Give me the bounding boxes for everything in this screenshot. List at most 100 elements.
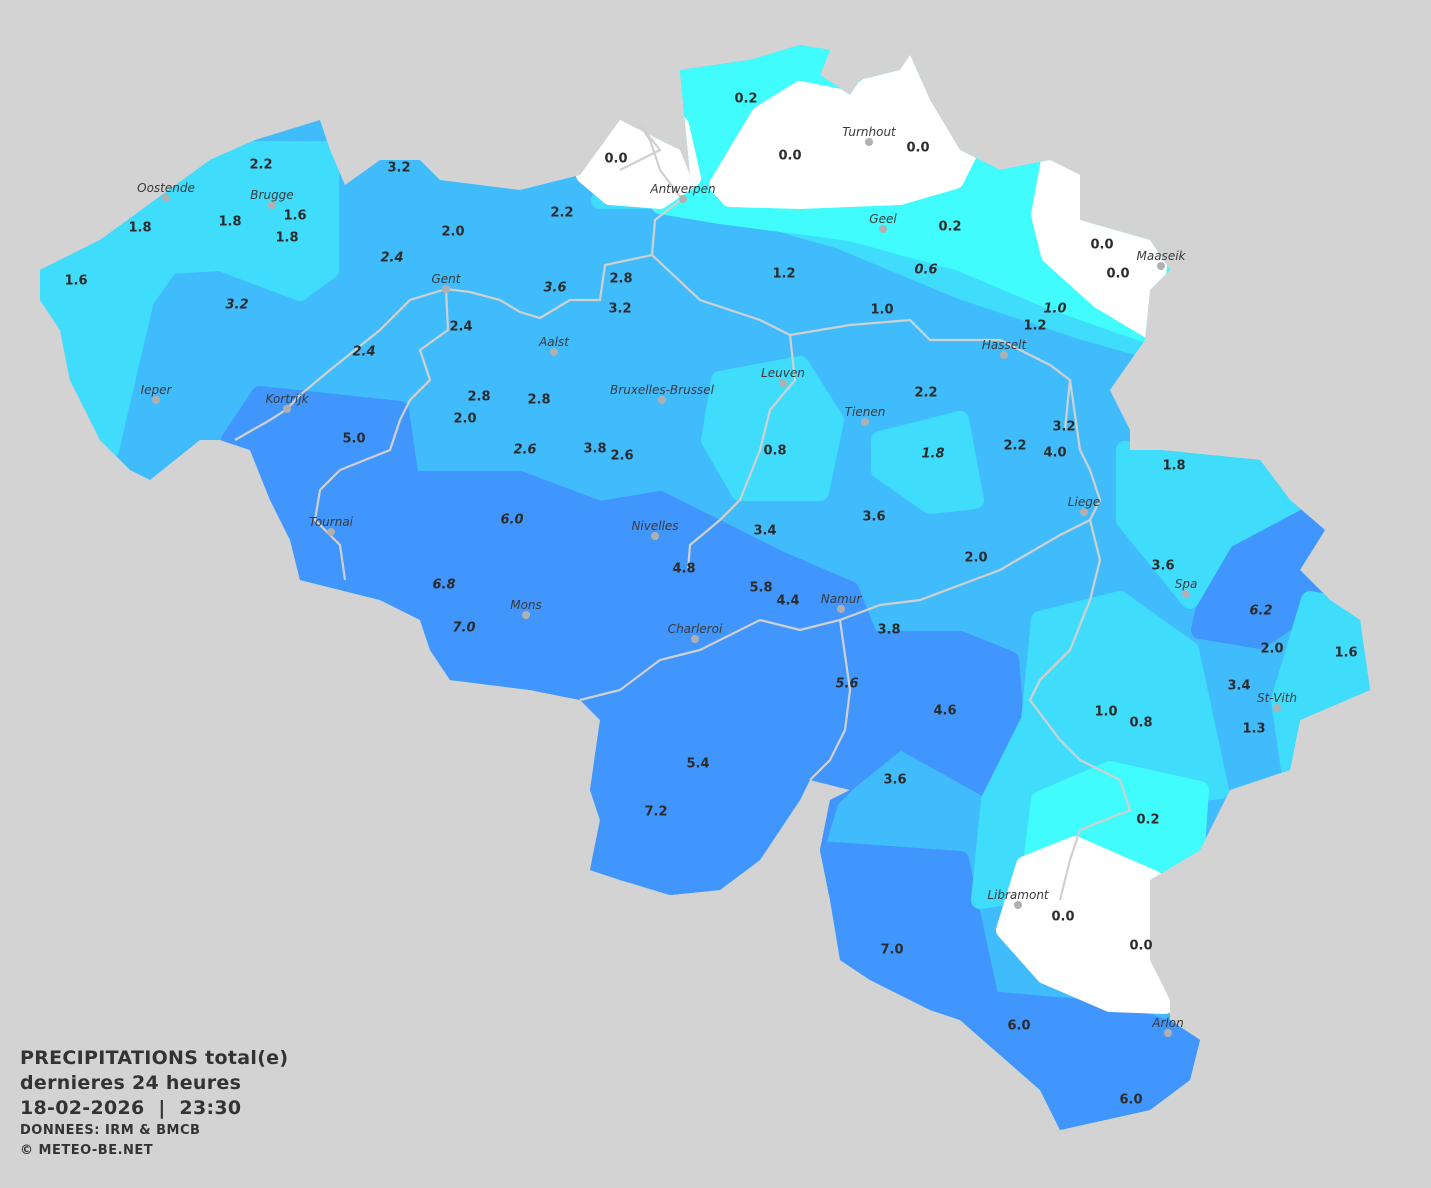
station-value: 1.3 (1242, 722, 1265, 737)
city-marker (865, 138, 873, 146)
station-value: 3.6 (543, 281, 566, 296)
city-marker (1164, 1029, 1172, 1037)
station-value: 2.6 (513, 443, 536, 458)
station-value: 2.0 (453, 412, 476, 427)
station-value: 0.0 (1106, 267, 1129, 282)
station-value: 7.0 (880, 943, 903, 958)
station-value: 1.6 (64, 274, 87, 289)
station-value: 1.8 (128, 221, 151, 236)
station-value: 2.2 (550, 206, 573, 221)
city-label: Turnhout (842, 125, 897, 139)
city-marker (879, 225, 887, 233)
cities: Oostende Brugge Antwerpen Turnhout Geel Maase… (137, 125, 1297, 1037)
map-legend: PRECIPITATIONS total(e) dernieres 24 heu… (20, 1046, 288, 1161)
city-marker (283, 405, 291, 413)
city-label: Gent (432, 272, 462, 286)
city-marker (1080, 508, 1088, 516)
station-value: 1.0 (1043, 302, 1066, 317)
city-marker (1157, 262, 1165, 270)
station-value: 5.8 (749, 581, 772, 596)
station-value: 1.6 (1334, 646, 1357, 661)
station-value: 2.2 (1003, 439, 1026, 454)
station-value: 3.2 (387, 161, 410, 176)
legend-copyright: © METEO-BE.NET (20, 1143, 154, 1158)
station-value: 0.8 (763, 444, 786, 459)
station-value: 1.8 (275, 231, 298, 246)
city-label: Brugge (250, 188, 293, 202)
city-marker (327, 528, 335, 536)
station-value: 3.4 (753, 524, 776, 539)
station-value: 0.0 (1090, 238, 1113, 253)
city-label: Geel (869, 212, 897, 226)
city-label: Tournai (309, 515, 354, 529)
city-label: Liege (1068, 495, 1100, 509)
station-value: 6.8 (432, 578, 455, 593)
station-value: 1.0 (870, 303, 893, 318)
station-value: 3.6 (1151, 559, 1174, 574)
river-demer (651, 254, 1072, 431)
zone-light-leuven (701, 356, 844, 501)
station-value: 3.2 (1052, 420, 1075, 435)
station-value: 2.8 (527, 393, 550, 408)
city-marker (861, 418, 869, 426)
city-marker (1014, 901, 1022, 909)
city-marker (162, 194, 170, 202)
station-value: 1.0 (1094, 705, 1117, 720)
river-antwerp-harbour (619, 124, 683, 200)
station-value: 1.2 (772, 267, 795, 282)
station-value: 4.8 (672, 562, 695, 577)
city-label: Hasselt (982, 338, 1028, 352)
legend-source: DONNEES: IRM & BMCB (20, 1123, 201, 1138)
city-label: Bruxelles-Brussel (610, 383, 715, 397)
station-value: 3.2 (608, 302, 631, 317)
city-label: Charleroi (668, 622, 723, 636)
station-value: 0.0 (906, 141, 929, 156)
city-marker (837, 605, 845, 613)
city-label: Arlon (1151, 1016, 1183, 1030)
station-value: 1.2 (1023, 319, 1046, 334)
station-value: 3.6 (883, 773, 906, 788)
river-meuse-south (809, 619, 852, 781)
city-label: Oostende (137, 181, 195, 195)
station-value: 6.0 (1119, 1093, 1142, 1108)
city-label: Maaseik (1137, 249, 1187, 263)
station-value: 4.6 (933, 704, 956, 719)
station-value: 2.4 (380, 251, 403, 266)
station-value: 2.0 (1260, 642, 1283, 657)
river-leie (234, 287, 447, 441)
station-value: 2.4 (449, 320, 472, 335)
city-label: Kortrijk (266, 392, 310, 406)
city-label: Leuven (761, 366, 805, 380)
station-value: 5.4 (686, 757, 709, 772)
station-values: 0.2 0.0 0.0 0.0 2.2 3.2 1.6 1.8 1.8 1.8 2.0 2.2 0.2 0… (64, 92, 1357, 1108)
city-marker (691, 635, 699, 643)
station-value: 2.6 (610, 449, 633, 464)
station-value: 0.6 (914, 263, 937, 278)
city-label: Nivelles (631, 519, 678, 533)
station-value: 0.0 (604, 152, 627, 167)
city-marker (779, 379, 787, 387)
station-value: 2.2 (914, 386, 937, 401)
station-value: 4.4 (776, 594, 799, 609)
city-label: Antwerpen (649, 182, 715, 196)
city-marker (152, 396, 160, 404)
city-marker (1182, 590, 1190, 598)
city-label: Aalst (538, 335, 570, 349)
city-marker (658, 396, 666, 404)
river-dijle (686, 334, 797, 571)
station-value: 1.8 (921, 447, 944, 462)
station-value: 2.2 (249, 158, 272, 173)
legend-title: PRECIPITATIONS total(e) (20, 1047, 289, 1069)
station-value: 0.2 (938, 220, 961, 235)
city-label: Tienen (845, 405, 886, 419)
station-value: 0.0 (778, 149, 801, 164)
station-value: 2.0 (441, 225, 464, 240)
station-value: 3.2 (225, 298, 248, 313)
station-value: 0.2 (734, 92, 757, 107)
station-value: 0.0 (1051, 910, 1074, 925)
city-marker (1273, 704, 1281, 712)
station-value: 4.0 (1043, 446, 1066, 461)
station-value: 6.0 (500, 513, 523, 528)
